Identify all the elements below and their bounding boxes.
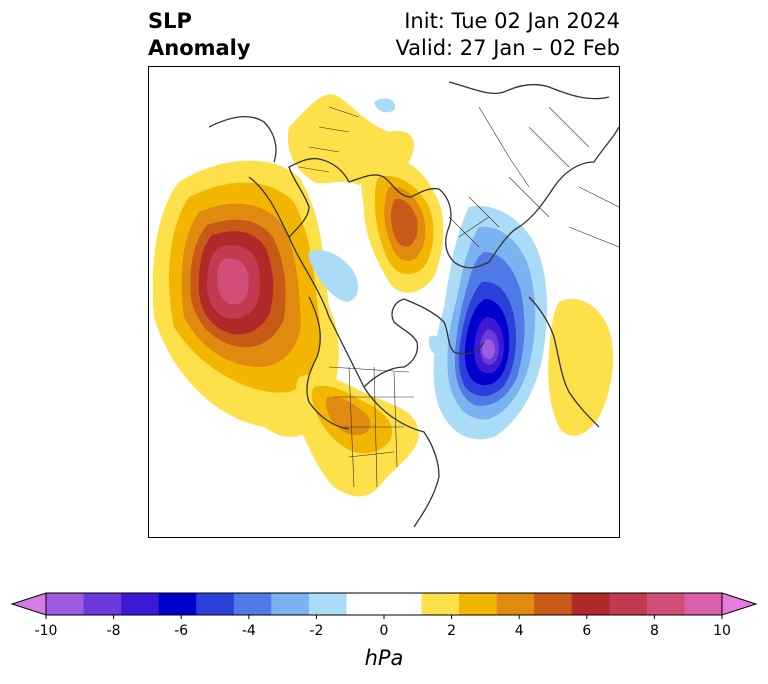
colorbar-tick-label: -8 bbox=[107, 623, 121, 639]
colorbar-segment bbox=[571, 593, 610, 615]
colorbar-tick-label: 2 bbox=[447, 623, 456, 639]
slp-anomaly-map bbox=[148, 66, 620, 538]
coastlines bbox=[208, 81, 619, 528]
colorbar-unit-label: hPa bbox=[364, 646, 404, 670]
colorbar-segment bbox=[308, 593, 347, 615]
colorbar-tick-label: -10 bbox=[35, 623, 58, 639]
colorbar-segment bbox=[121, 593, 160, 615]
country-borders bbox=[298, 106, 619, 488]
colorbar-segment bbox=[46, 593, 85, 615]
title-line-2: Anomaly bbox=[148, 36, 251, 60]
map-title: SLP Anomaly bbox=[148, 8, 251, 62]
colorbar: -10 -8 -6 -4 -2 0 2 4 6 8 10 bbox=[10, 592, 758, 639]
colorbar-segment bbox=[384, 593, 423, 615]
colorbar-tick-label: 0 bbox=[380, 623, 389, 639]
colorbar-extend-high bbox=[721, 592, 758, 616]
colorbar-tick-label: -4 bbox=[242, 623, 256, 639]
init-date: Init: Tue 02 Jan 2024 bbox=[404, 9, 620, 33]
colorbar-tick-label: 6 bbox=[582, 623, 591, 639]
valid-range: Valid: 27 Jan – 02 Feb bbox=[395, 36, 620, 60]
pacific-high-anomaly bbox=[152, 160, 339, 437]
colorbar-segment bbox=[459, 593, 498, 615]
north-america-positive-anomaly bbox=[295, 374, 419, 497]
colorbar-segment bbox=[158, 593, 197, 615]
colorbar-ticks: -10 -8 -6 -4 -2 0 2 4 6 8 10 bbox=[35, 615, 731, 639]
atlantic-low-anomaly bbox=[433, 206, 547, 440]
colorbar-segment bbox=[609, 593, 648, 615]
colorbar-segment bbox=[233, 593, 272, 615]
atlantic-positive-anomaly bbox=[548, 298, 614, 436]
colorbar-segments bbox=[10, 592, 758, 616]
colorbar-segment bbox=[534, 593, 573, 615]
forecast-info: Init: Tue 02 Jan 2024 Valid: 27 Jan – 02… bbox=[395, 8, 620, 62]
colorbar-tick-label: -6 bbox=[174, 623, 188, 639]
colorbar-tick-label: 8 bbox=[650, 623, 659, 639]
colorbar-segment bbox=[496, 593, 535, 615]
colorbar-tick-label: 10 bbox=[713, 623, 731, 639]
title-line-1: SLP bbox=[148, 9, 192, 33]
colorbar-extend-low bbox=[10, 592, 47, 616]
colorbar-segment bbox=[271, 593, 310, 615]
map-canvas bbox=[152, 81, 619, 528]
colorbar-segment bbox=[83, 593, 122, 615]
arctic-negative-anomaly bbox=[308, 98, 448, 356]
colorbar-tick-label: 4 bbox=[515, 623, 524, 639]
colorbar-tick-label: -2 bbox=[309, 623, 323, 639]
colorbar-segment bbox=[684, 593, 723, 615]
colorbar-segment bbox=[346, 593, 385, 615]
colorbar-segment bbox=[646, 593, 685, 615]
colorbar-segment bbox=[196, 593, 235, 615]
colorbar-segment bbox=[421, 593, 460, 615]
arctic-positive-anomaly bbox=[288, 94, 444, 293]
